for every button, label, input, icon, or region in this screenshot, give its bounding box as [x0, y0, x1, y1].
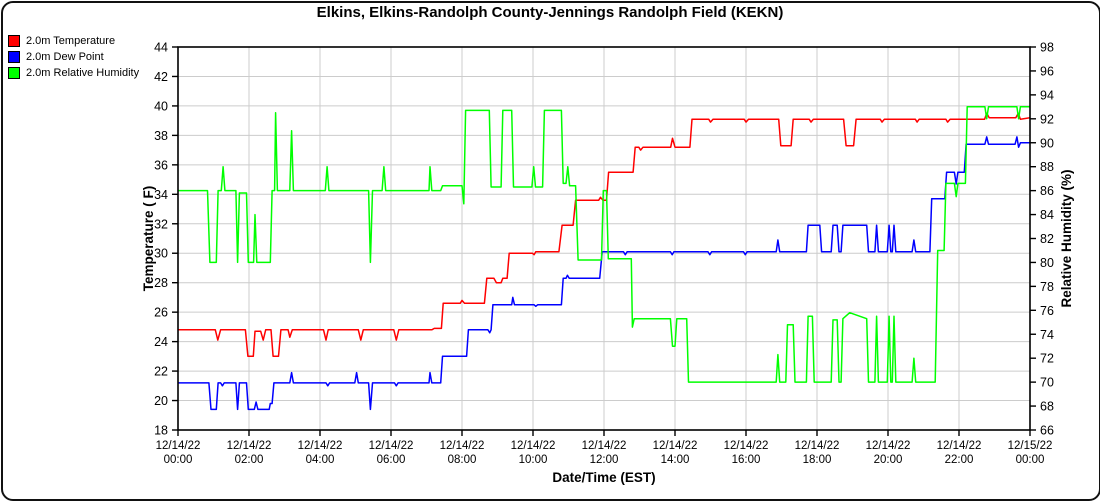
y-right-tick-label: 98 — [1040, 41, 1054, 55]
x-tick-label: 12/15/22 00:00 — [1008, 440, 1053, 466]
y-left-tick-label: 34 — [154, 188, 168, 202]
y-left-tick-label: 24 — [154, 335, 168, 349]
y-left-tick-label: 30 — [154, 247, 168, 261]
y-left-axis-title: Temperature ( F) — [141, 186, 156, 292]
x-tick-label: 12/14/22 10:00 — [511, 440, 556, 466]
x-tick-label: 12/14/22 00:00 — [156, 440, 201, 466]
y-right-tick-label: 74 — [1040, 328, 1054, 342]
y-right-tick-label: 76 — [1040, 304, 1054, 318]
x-tick-label: 12/14/22 14:00 — [653, 440, 698, 466]
legend-label: 2.0m Dew Point — [26, 51, 104, 63]
axis-titles: Temperature ( F) Relative Humidity (%) Dat… — [141, 169, 1074, 485]
legend-swatch-icon — [8, 51, 20, 63]
y-right-tick-label: 68 — [1040, 400, 1054, 414]
chart-title: Elkins, Elkins-Randolph County-Jennings … — [316, 4, 784, 21]
x-tick-label: 12/14/22 12:00 — [582, 440, 627, 466]
y-right-tick-label: 72 — [1040, 352, 1054, 366]
y-left-tick-label: 40 — [154, 99, 168, 113]
y-right-tick-label: 70 — [1040, 376, 1054, 390]
y-left-tick-label: 28 — [154, 276, 168, 290]
y-right-tick-label: 96 — [1040, 64, 1054, 78]
y-right-tick-label: 94 — [1040, 88, 1054, 102]
y-left-tick-label: 26 — [154, 306, 168, 320]
y-left-tick-label: 32 — [154, 217, 168, 231]
legend-item-1: 2.0m Dew Point — [8, 49, 139, 65]
x-axis-title: Date/Time (EST) — [552, 470, 655, 485]
y-left-tick-label: 44 — [154, 41, 168, 55]
y-left-tick-label: 36 — [154, 158, 168, 172]
legend-swatch-icon — [8, 35, 20, 47]
x-tick-label: 12/14/22 18:00 — [795, 440, 840, 466]
x-tick-label: 12/14/22 04:00 — [298, 440, 343, 466]
axis-tick-labels: 18 20 22 24 26 28 30 32 34 36 38 40 42 44 66 68 70 72 74 76… — [154, 41, 1054, 467]
series-line-2-0m-relative-humidity — [178, 106, 1030, 383]
legend-item-2: 2.0m Relative Humidity — [8, 65, 139, 81]
y-right-axis-title: Relative Humidity (%) — [1059, 169, 1074, 307]
y-left-tick-label: 22 — [154, 365, 168, 379]
y-right-tick-label: 86 — [1040, 184, 1054, 198]
y-right-tick-label: 88 — [1040, 160, 1054, 174]
legend-swatch-icon — [8, 67, 20, 79]
series-lines — [178, 106, 1030, 411]
y-left-tick-label: 20 — [154, 394, 168, 408]
y-right-tick-label: 78 — [1040, 280, 1054, 294]
y-right-tick-label: 66 — [1040, 424, 1054, 438]
legend-item-0: 2.0m Temperature — [8, 33, 139, 49]
y-left-tick-label: 18 — [154, 424, 168, 438]
y-left-tick-label: 38 — [154, 129, 168, 143]
y-right-tick-label: 84 — [1040, 208, 1054, 222]
series-line-2-0m-dew-point — [178, 136, 1030, 411]
axis-ticks — [172, 46, 1036, 436]
x-tick-label: 12/14/22 02:00 — [227, 440, 272, 466]
y-right-tick-label: 80 — [1040, 256, 1054, 270]
legend-label: 2.0m Relative Humidity — [26, 67, 140, 79]
legend: 2.0m Temperature 2.0m Dew Point 2.0m Relat… — [8, 33, 139, 81]
x-tick-label: 12/14/22 08:00 — [440, 440, 485, 466]
y-right-tick-label: 92 — [1040, 112, 1054, 126]
x-tick-label: 12/14/22 16:00 — [724, 440, 769, 466]
x-tick-label: 12/14/22 06:00 — [369, 440, 414, 466]
x-tick-label: 12/14/22 22:00 — [937, 440, 982, 466]
plot-grid — [177, 46, 1031, 431]
y-left-tick-label: 42 — [154, 70, 168, 84]
legend-label: 2.0m Temperature — [26, 35, 116, 47]
x-tick-label: 12/14/22 20:00 — [866, 440, 911, 466]
y-right-tick-label: 82 — [1040, 232, 1054, 246]
y-right-tick-label: 90 — [1040, 136, 1054, 150]
